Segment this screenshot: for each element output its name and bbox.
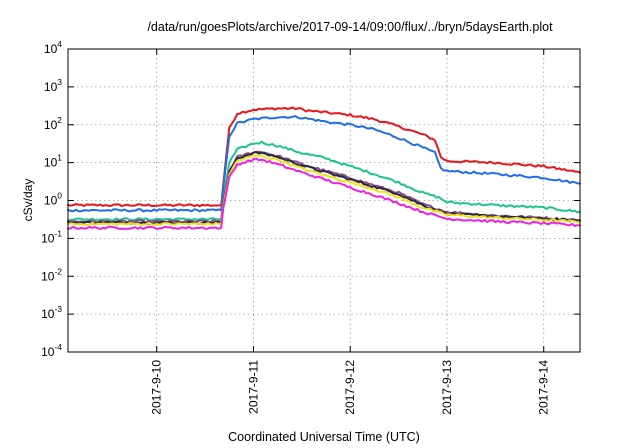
x-tick-label: 2017-9-13 (440, 360, 454, 415)
x-axis-label: Coordinated Universal Time (UTC) (228, 430, 420, 444)
series-line-7 (67, 157, 581, 230)
y-tick-exponent: -2 (54, 266, 62, 276)
y-tick-exponent: 1 (57, 153, 62, 163)
y-axis-label: cSv/day (21, 179, 35, 222)
y-tick-exponent: 0 (57, 191, 62, 201)
y-tick-base: 10 (44, 80, 58, 94)
y-tick-exponent: -3 (54, 304, 62, 314)
x-axis: 2017-9-10 2017-9-11 2017-9-12 2017-9-13 2017… (150, 49, 551, 415)
y-tick-base: 10 (44, 156, 58, 170)
y-tick-label: 100 (44, 191, 62, 208)
chart-title: /data/run/goesPlots/archive/2017-09-14/0… (147, 20, 553, 34)
series-line-1 (67, 106, 581, 208)
y-tick-label: 10-4 (41, 342, 62, 359)
y-tick-exponent: -1 (54, 228, 62, 238)
y-tick-label: 104 (44, 39, 62, 56)
series-line-2 (67, 115, 581, 213)
y-tick-label: 10-3 (41, 304, 62, 321)
y-tick-exponent: -4 (54, 342, 62, 352)
grid (68, 49, 580, 352)
x-tick-label: 2017-9-11 (246, 360, 260, 414)
y-tick-label: 102 (44, 115, 62, 132)
y-tick-base: 10 (44, 194, 58, 208)
y-tick-base: 10 (41, 345, 55, 359)
y-tick-label: 10-2 (41, 266, 62, 283)
y-tick-exponent: 4 (57, 39, 62, 49)
y-tick-exponent: 2 (57, 115, 62, 125)
x-tick-label: 2017-9-12 (343, 360, 357, 415)
series-layer (67, 106, 581, 230)
y-tick-label: 10-1 (41, 228, 62, 245)
y-tick-base: 10 (41, 231, 55, 245)
y-tick-label: 101 (44, 153, 62, 170)
x-tick-label: 2017-9-14 (537, 360, 551, 415)
y-tick-base: 10 (44, 42, 58, 56)
y-tick-base: 10 (41, 307, 55, 321)
series-line-6 (67, 154, 581, 227)
y-tick-base: 10 (41, 269, 55, 283)
y-tick-base: 10 (44, 118, 58, 132)
y-tick-exponent: 3 (57, 77, 62, 87)
x-tick-label: 2017-9-10 (150, 360, 164, 415)
series-line-3 (67, 140, 581, 222)
y-tick-label: 103 (44, 77, 62, 94)
